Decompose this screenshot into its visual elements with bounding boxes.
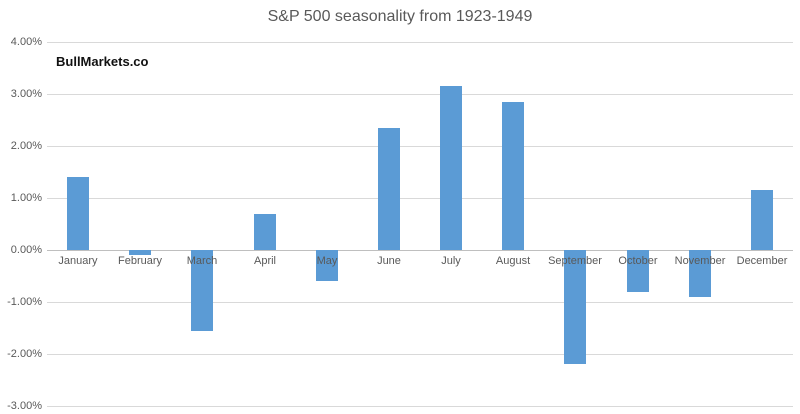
y-axis-tick-label: -3.00% (7, 400, 42, 412)
gridline (47, 198, 793, 199)
bar-july (440, 86, 462, 250)
gridline (47, 406, 793, 407)
x-axis-line (47, 250, 793, 251)
x-axis-label-april: April (253, 255, 276, 267)
y-axis-tick-label: 3.00% (10, 88, 42, 100)
gridline (47, 354, 793, 355)
y-axis-tick-label: 0.00% (10, 244, 42, 256)
bar-january (67, 177, 89, 250)
bar-february (129, 250, 151, 255)
x-axis-label-december: December (736, 255, 788, 267)
x-axis-label-january: January (58, 255, 98, 267)
bar-december (751, 190, 773, 250)
y-axis-tick-label: -2.00% (7, 348, 42, 360)
bar-april (254, 214, 276, 250)
gridline (47, 94, 793, 95)
x-axis-label-february: February (117, 255, 163, 267)
chart-title: S&P 500 seasonality from 1923-1949 (267, 8, 533, 25)
x-axis-label-october: October (618, 255, 658, 267)
watermark-bullmarkets: BullMarkets.co (56, 54, 149, 69)
bar-may (316, 250, 338, 281)
x-axis-label-june: June (377, 255, 401, 267)
gridline (47, 302, 793, 303)
y-axis-tick-label: 4.00% (10, 36, 42, 48)
y-axis-tick-label: 2.00% (10, 140, 42, 152)
gridline (47, 42, 793, 43)
x-axis-label-september: September (548, 255, 602, 267)
bar-march (191, 250, 213, 331)
x-axis-label-august: August (495, 255, 531, 267)
bar-october (627, 250, 649, 292)
x-axis-label-july: July (441, 255, 461, 267)
y-axis-tick-label: 1.00% (10, 192, 42, 204)
x-axis-label-november: November (674, 255, 726, 267)
x-axis-label-may: May (316, 255, 338, 267)
y-axis-tick-label: -1.00% (7, 296, 42, 308)
gridline (47, 146, 793, 147)
bar-november (689, 250, 711, 297)
bar-august (502, 102, 524, 250)
bar-june (378, 128, 400, 250)
x-axis-label-march: March (186, 255, 218, 267)
bar-september (564, 250, 586, 364)
